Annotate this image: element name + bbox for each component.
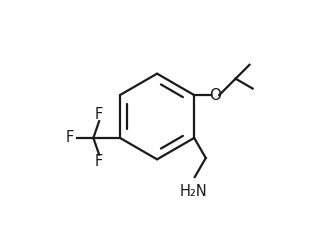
Text: H₂N: H₂N (180, 185, 207, 199)
Text: F: F (95, 154, 103, 169)
Text: O: O (209, 88, 221, 103)
Text: F: F (66, 130, 74, 145)
Text: F: F (95, 107, 103, 122)
